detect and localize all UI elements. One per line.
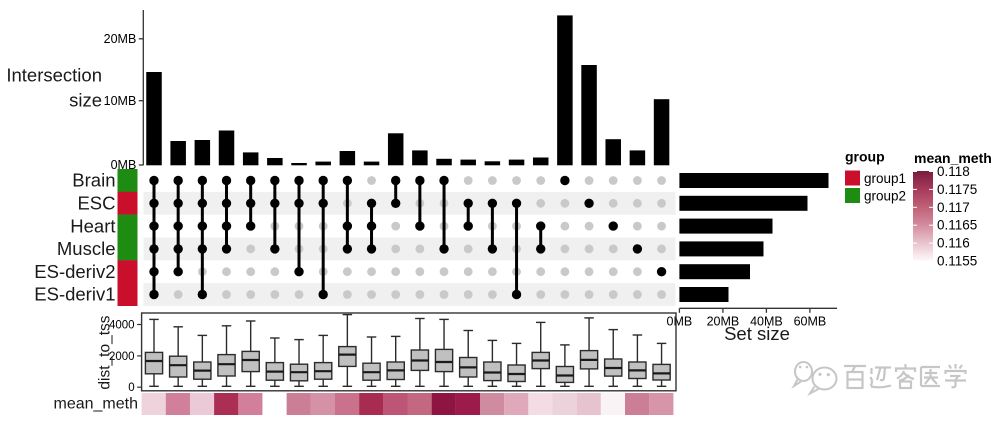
svg-text:2000: 2000: [109, 351, 135, 363]
svg-text:ES-deriv2: ES-deriv2: [34, 261, 115, 282]
svg-text:mean_meth: mean_meth: [54, 396, 139, 413]
svg-text:0MB: 0MB: [111, 158, 137, 172]
svg-text:group: group: [845, 149, 885, 165]
svg-text:0.1165: 0.1165: [937, 218, 977, 233]
svg-text:Set size: Set size: [724, 323, 790, 344]
svg-text:mean_meth: mean_meth: [914, 150, 992, 166]
svg-text:40MB: 40MB: [750, 314, 783, 328]
svg-text:20MB: 20MB: [104, 32, 137, 46]
svg-text:ES-deriv1: ES-deriv1: [34, 284, 115, 305]
svg-text:0.1175: 0.1175: [937, 182, 977, 197]
svg-text:0.117: 0.117: [937, 200, 970, 215]
svg-text:size: size: [69, 90, 102, 111]
svg-text:group1: group1: [864, 171, 906, 186]
svg-text:ESC: ESC: [77, 193, 115, 214]
svg-text:20MB: 20MB: [707, 314, 740, 328]
svg-text:0.118: 0.118: [937, 164, 970, 179]
svg-text:dist_to_tss: dist_to_tss: [97, 315, 114, 389]
svg-text:10MB: 10MB: [104, 94, 137, 108]
svg-text:0.1155: 0.1155: [937, 254, 977, 269]
svg-text:0.116: 0.116: [937, 236, 970, 251]
svg-text:0MB: 0MB: [667, 314, 693, 328]
svg-text:4000: 4000: [109, 320, 135, 332]
svg-text:group2: group2: [864, 189, 906, 204]
svg-text:Brain: Brain: [72, 170, 115, 191]
svg-text:0: 0: [128, 382, 134, 394]
svg-text:Muscle: Muscle: [57, 238, 116, 259]
svg-text:Heart: Heart: [70, 215, 115, 236]
svg-text:Intersection: Intersection: [6, 65, 102, 86]
svg-text:60MB: 60MB: [794, 314, 827, 328]
